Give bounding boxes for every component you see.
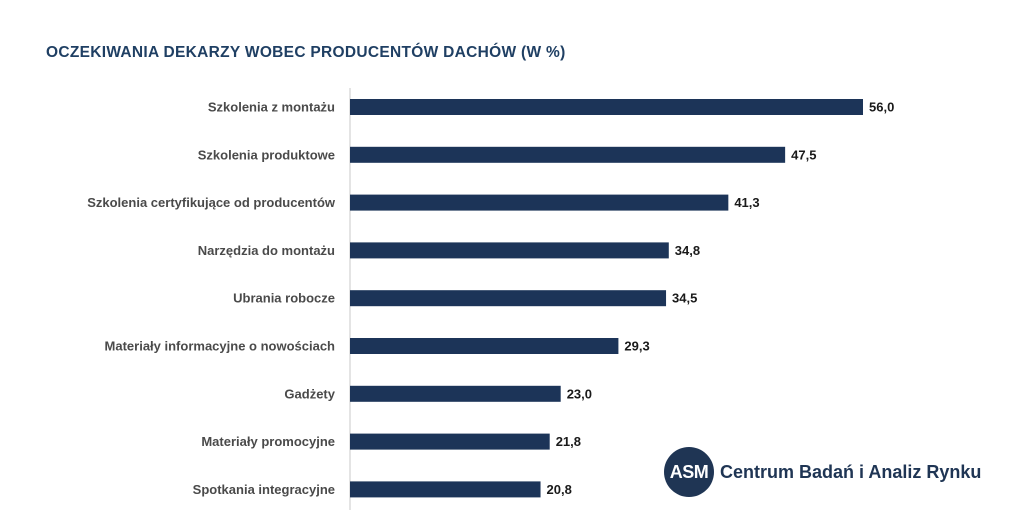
value-label: 47,5 [791,147,816,162]
category-label: Materiały promocyjne [201,434,335,449]
category-label: Szkolenia certyfikujące od producentów [87,195,336,210]
asm-logo-text: Centrum Badań i Analiz Rynku [720,461,982,482]
category-label: Materiały informacyjne o nowościach [105,339,336,354]
bar [350,99,863,115]
category-label: Spotkania integracyjne [193,482,335,497]
value-label: 41,3 [734,195,759,210]
value-label: 21,8 [556,434,581,449]
bar [350,433,550,450]
category-label: Narzędzia do montażu [198,243,335,258]
bar [350,290,667,307]
category-label: Gadżety [284,386,335,401]
value-label: 56,0 [869,100,894,115]
bar [350,481,541,498]
category-label: Szkolenia produktowe [198,147,335,162]
value-label: 29,3 [624,339,649,354]
bar [350,242,669,259]
bar [350,146,786,163]
bar [350,385,561,402]
asm-logo-badge: ASM [664,447,714,497]
value-label: 34,8 [675,243,700,258]
value-label: 23,0 [567,386,592,401]
value-label: 20,8 [547,482,572,497]
asm-logo: ASM Centrum Badań i Analiz Rynku [664,447,981,497]
bar [350,338,619,354]
bar [350,194,729,211]
chart-title: OCZEKIWANIA DEKARZY WOBEC PRODUCENTÓW DA… [46,44,566,61]
value-label: 34,5 [672,291,697,306]
category-label: Ubrania robocze [233,291,335,306]
category-label: Szkolenia z montażu [208,100,335,115]
